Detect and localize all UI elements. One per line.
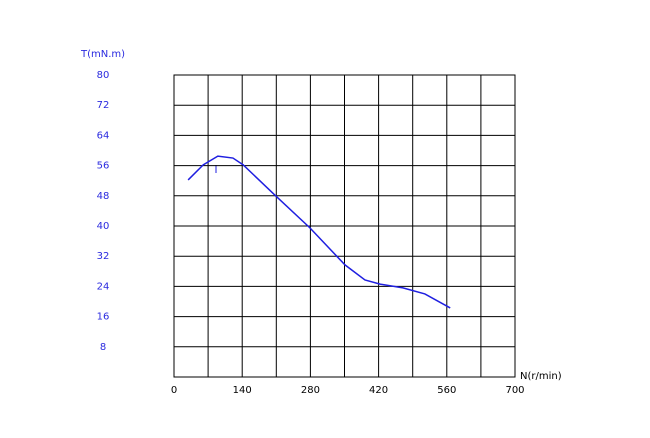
x-tick-label: 700 — [505, 385, 524, 396]
x-tick-label: 560 — [437, 385, 456, 396]
y-tick-label: 64 — [97, 130, 110, 141]
y-tick-label: 40 — [97, 221, 110, 232]
x-tick-label: 420 — [369, 385, 388, 396]
y-tick-label: 48 — [97, 191, 110, 202]
y-tick-label: 32 — [97, 251, 110, 262]
x-tick-label: 280 — [301, 385, 320, 396]
y-axis-label: T(mN.m) — [80, 49, 125, 60]
y-tick-label: 72 — [97, 100, 110, 111]
x-tick-label: 140 — [233, 385, 252, 396]
x-axis-label: N(r/min) — [520, 371, 562, 382]
x-tick-label: 0 — [171, 385, 177, 396]
y-tick-label: 56 — [97, 161, 110, 172]
y-tick-label: 24 — [97, 281, 110, 292]
y-tick-label: 16 — [97, 312, 110, 323]
y-tick-label: 8 — [100, 342, 106, 353]
line — [187, 155, 451, 309]
y-tick-label: 80 — [97, 70, 110, 81]
